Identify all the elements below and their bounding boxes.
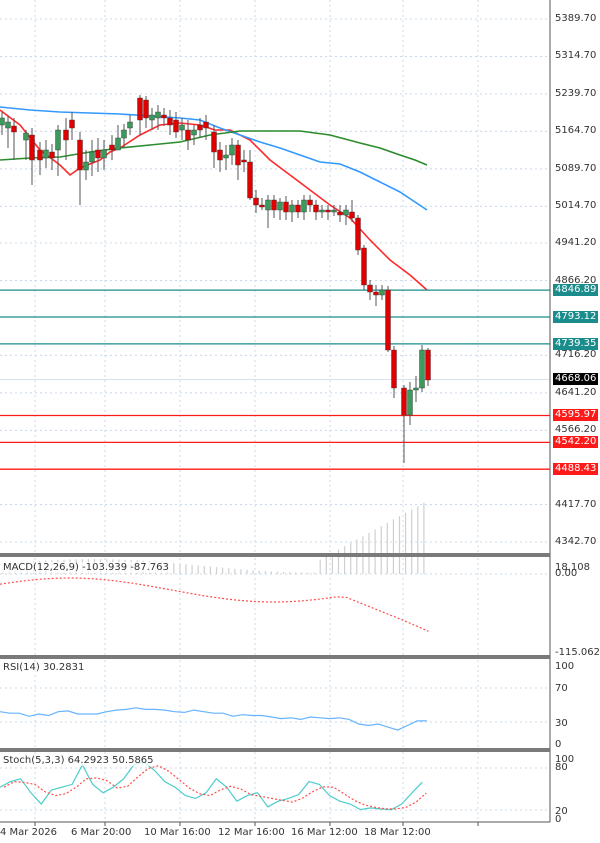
price-level-tag: 4595.97 <box>553 409 599 422</box>
macd-axis-zero: 0.00 <box>555 568 578 579</box>
price-axis-label: 4941.20 <box>555 237 597 249</box>
rsi-pane <box>0 707 427 731</box>
price-level-tag: 4542.20 <box>553 436 599 449</box>
price-candles <box>0 95 431 463</box>
price-level-tag: 4739.35 <box>553 337 599 350</box>
price-axis-label: 4866.20 <box>555 274 597 286</box>
rsi-axis-100: 100 <box>555 661 575 672</box>
price-axis-label: 4716.20 <box>555 349 597 361</box>
rsi-label: RSI(14) 30.2831 <box>2 662 86 673</box>
stoch-axis-100: 100 <box>555 754 575 765</box>
price-axis-label: 5389.70 <box>555 13 597 24</box>
stoch-axis-0: 0 <box>555 814 562 825</box>
price-axis-label: 4566.20 <box>555 424 597 436</box>
macd-axis-max: 18.108 <box>555 562 590 573</box>
pane-frames <box>0 0 551 826</box>
price-axis-label: 5014.70 <box>555 200 597 212</box>
price-level-tag: 4793.12 <box>553 311 599 323</box>
x-tick-label: 6 Mar 20:00 <box>71 827 132 838</box>
price-level-tag: 4488.43 <box>553 463 599 476</box>
price-axis-label: 5314.70 <box>555 50 597 62</box>
stoch-label: Stoch(5,3,3) 64.2923 50.5865 <box>2 755 155 766</box>
x-tick-label: 10 Mar 16:00 <box>144 827 211 838</box>
support-resistance-lines <box>0 289 550 470</box>
stoch-axis-20: 20 <box>555 806 568 817</box>
stoch-pane <box>0 761 427 811</box>
x-tick-label: 4 Mar 2026 <box>0 827 58 838</box>
price-axis-label: 5089.70 <box>555 162 597 174</box>
price-axis-label: 4641.20 <box>555 386 597 398</box>
price-axis-label: 4342.70 <box>555 536 597 547</box>
price-axis-label: 4417.70 <box>555 498 597 510</box>
stoch-axis-80: 80 <box>555 762 568 773</box>
price-axis-label: 5164.70 <box>555 125 597 137</box>
rsi-axis-0: 0 <box>555 739 562 750</box>
x-tick-label: 18 Mar 12:00 <box>364 827 431 838</box>
price-axis-label: 5239.70 <box>555 87 597 99</box>
macd-axis-min: -115.062 <box>555 647 600 658</box>
price-level-tag: 4668.06 <box>553 373 599 386</box>
price-level-tag: 4846.89 <box>553 284 599 297</box>
x-tick-label: 12 Mar 16:00 <box>218 827 285 838</box>
x-tick-label: 16 Mar 12:00 <box>291 827 358 838</box>
rsi-axis-70: 70 <box>555 683 568 694</box>
macd-label: MACD(12,26,9) -103.939 -87.763 <box>2 562 170 573</box>
chart-grid <box>0 0 550 822</box>
rsi-axis-30: 30 <box>555 718 568 729</box>
